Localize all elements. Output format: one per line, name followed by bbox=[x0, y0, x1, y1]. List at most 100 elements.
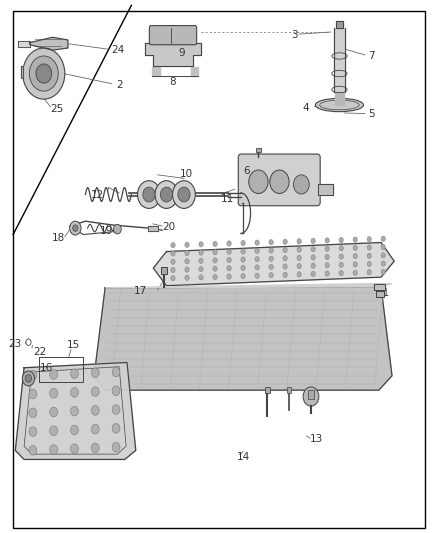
Circle shape bbox=[339, 262, 343, 268]
Circle shape bbox=[227, 249, 231, 254]
Circle shape bbox=[185, 251, 189, 256]
Circle shape bbox=[49, 407, 58, 417]
Circle shape bbox=[297, 272, 301, 277]
Bar bbox=[308, 390, 314, 399]
FancyBboxPatch shape bbox=[238, 154, 320, 206]
Circle shape bbox=[367, 261, 371, 266]
Text: 5: 5 bbox=[368, 109, 374, 119]
Circle shape bbox=[185, 259, 189, 264]
Polygon shape bbox=[30, 37, 68, 50]
Polygon shape bbox=[105, 284, 392, 288]
Circle shape bbox=[311, 238, 315, 244]
Ellipse shape bbox=[315, 98, 364, 112]
Polygon shape bbox=[376, 291, 384, 297]
Circle shape bbox=[325, 254, 329, 260]
Circle shape bbox=[255, 265, 259, 270]
Circle shape bbox=[29, 408, 37, 418]
Text: 8: 8 bbox=[170, 77, 177, 87]
Circle shape bbox=[71, 387, 78, 397]
Circle shape bbox=[112, 424, 120, 433]
Circle shape bbox=[353, 245, 357, 251]
Circle shape bbox=[199, 274, 203, 280]
Circle shape bbox=[255, 256, 259, 262]
Text: 7: 7 bbox=[368, 51, 374, 61]
Circle shape bbox=[381, 236, 385, 241]
Circle shape bbox=[49, 445, 58, 454]
Polygon shape bbox=[18, 41, 30, 47]
Circle shape bbox=[367, 270, 371, 275]
Text: 10: 10 bbox=[180, 168, 193, 179]
Circle shape bbox=[241, 273, 245, 279]
Circle shape bbox=[171, 251, 175, 256]
Circle shape bbox=[143, 187, 155, 202]
Polygon shape bbox=[152, 67, 160, 76]
Circle shape bbox=[92, 406, 99, 415]
Text: 2: 2 bbox=[116, 80, 123, 90]
Circle shape bbox=[353, 262, 357, 267]
Circle shape bbox=[283, 247, 287, 253]
Circle shape bbox=[325, 238, 329, 243]
Circle shape bbox=[293, 175, 309, 194]
Circle shape bbox=[311, 263, 315, 269]
Circle shape bbox=[199, 241, 203, 247]
Circle shape bbox=[339, 270, 343, 276]
Circle shape bbox=[297, 263, 301, 269]
Circle shape bbox=[178, 187, 190, 202]
Circle shape bbox=[283, 256, 287, 261]
Circle shape bbox=[339, 246, 343, 251]
Circle shape bbox=[311, 246, 315, 252]
Circle shape bbox=[367, 253, 371, 259]
Text: 23: 23 bbox=[8, 340, 21, 349]
Circle shape bbox=[241, 240, 245, 246]
Circle shape bbox=[227, 265, 231, 271]
Circle shape bbox=[199, 266, 203, 272]
Circle shape bbox=[213, 241, 217, 247]
Circle shape bbox=[160, 187, 173, 202]
Text: 18: 18 bbox=[52, 233, 65, 243]
Circle shape bbox=[381, 269, 385, 274]
Circle shape bbox=[311, 271, 315, 277]
Circle shape bbox=[255, 273, 259, 278]
Circle shape bbox=[227, 241, 231, 246]
Circle shape bbox=[283, 272, 287, 278]
Polygon shape bbox=[191, 67, 198, 76]
Circle shape bbox=[36, 64, 52, 83]
Polygon shape bbox=[335, 92, 344, 105]
Circle shape bbox=[249, 170, 268, 193]
Polygon shape bbox=[21, 66, 23, 78]
Bar bbox=[256, 148, 261, 152]
Circle shape bbox=[283, 239, 287, 245]
Circle shape bbox=[171, 243, 175, 248]
Circle shape bbox=[22, 371, 35, 386]
Circle shape bbox=[173, 181, 195, 208]
Circle shape bbox=[112, 405, 120, 414]
Circle shape bbox=[71, 425, 78, 435]
Circle shape bbox=[339, 237, 343, 243]
Circle shape bbox=[227, 274, 231, 279]
Polygon shape bbox=[94, 287, 392, 390]
Polygon shape bbox=[374, 284, 385, 290]
Circle shape bbox=[339, 254, 343, 259]
Bar bbox=[161, 266, 167, 274]
Circle shape bbox=[155, 181, 178, 208]
Circle shape bbox=[241, 265, 245, 271]
Circle shape bbox=[297, 255, 301, 261]
Circle shape bbox=[185, 242, 189, 247]
Polygon shape bbox=[145, 43, 201, 66]
Circle shape bbox=[241, 257, 245, 262]
Circle shape bbox=[29, 56, 58, 91]
Text: 14: 14 bbox=[237, 452, 250, 462]
Polygon shape bbox=[15, 362, 136, 459]
Circle shape bbox=[71, 369, 78, 378]
Circle shape bbox=[92, 368, 99, 377]
Circle shape bbox=[185, 275, 189, 280]
Circle shape bbox=[138, 181, 160, 208]
Text: 12: 12 bbox=[91, 190, 104, 200]
Circle shape bbox=[171, 267, 175, 273]
Circle shape bbox=[269, 272, 273, 278]
Text: 19: 19 bbox=[99, 227, 113, 236]
Circle shape bbox=[269, 248, 273, 253]
Circle shape bbox=[213, 258, 217, 263]
Circle shape bbox=[297, 239, 301, 244]
Circle shape bbox=[353, 237, 357, 243]
